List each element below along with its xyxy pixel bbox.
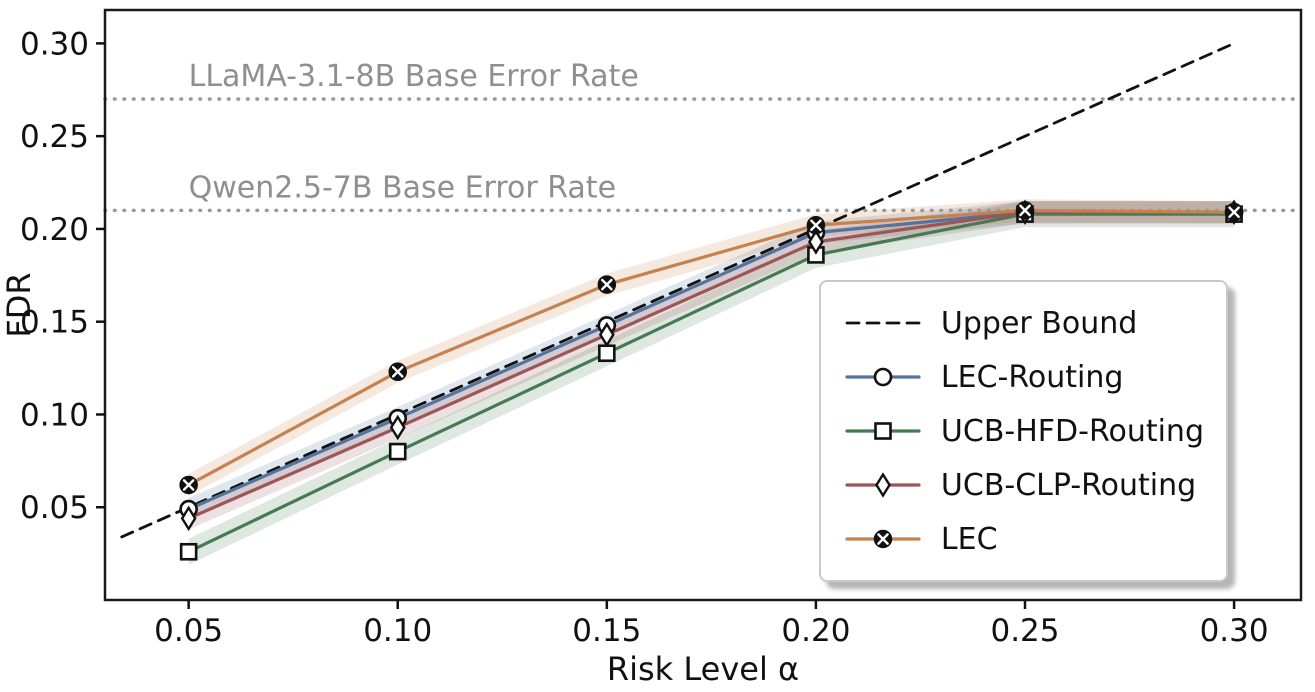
data-point-marker <box>388 442 407 461</box>
legend-entry-lec: LEC <box>843 512 1204 566</box>
base-error-rate-label: LLaMA-3.1-8B Base Error Rate <box>189 59 639 94</box>
y-tick-label: 0.15 <box>20 305 89 341</box>
y-tick-label: 0.05 <box>20 490 89 526</box>
series-line-ucb-hfd-routing <box>187 212 1236 554</box>
legend-sample-upper-bound <box>845 321 921 325</box>
legend-label-ucb-hfd-routing: UCB-HFD-Routing <box>940 413 1204 449</box>
legend-entry-ucb-hfd-routing: UCB-HFD-Routing <box>843 404 1204 458</box>
x-tick-label: 0.20 <box>781 613 850 649</box>
data-point-marker <box>598 344 616 363</box>
y-axis-label: FDR <box>0 272 38 337</box>
x-tick-label: 0.15 <box>572 613 641 649</box>
legend-label-lec: LEC <box>940 521 998 557</box>
legend-sample-ucb-hfd-routing <box>845 422 921 440</box>
legend: Upper Bound LEC-Routing UCB-HFD-Routing … <box>818 280 1228 582</box>
data-point-marker <box>389 414 406 441</box>
y-tick-label: 0.10 <box>20 397 89 433</box>
legend-label-ucb-clp-routing: UCB-CLP-Routing <box>940 467 1197 503</box>
data-point-marker <box>598 321 615 348</box>
legend-entry-ucb-clp-routing: UCB-CLP-Routing <box>843 458 1204 512</box>
legend-sample-lec-routing <box>845 367 921 387</box>
data-point-marker <box>1015 201 1035 220</box>
legend-sample-ucb-clp-routing <box>845 472 921 498</box>
x-tick-label: 0.05 <box>154 613 223 649</box>
confidence-band <box>188 199 1235 497</box>
y-tick-label: 0.20 <box>20 212 89 248</box>
x-axis-label: Risk Level α <box>607 650 799 688</box>
legend-sample-lec <box>845 529 921 549</box>
legend-label-upper-bound: Upper Bound <box>940 305 1138 341</box>
data-point-marker <box>388 362 407 382</box>
data-point-marker <box>597 275 617 294</box>
data-point-marker <box>179 475 198 495</box>
x-tick-label: 0.10 <box>363 613 432 649</box>
legend-entry-upper-bound: Upper Bound <box>843 296 1204 350</box>
x-tick-label: 0.30 <box>1200 613 1269 649</box>
series-line-lec <box>187 208 1236 487</box>
data-point-marker <box>1224 202 1244 222</box>
legend-label-lec-routing: LEC-Routing <box>940 359 1124 395</box>
plot-frame <box>103 8 1303 602</box>
data-point-marker <box>806 215 826 235</box>
data-point-marker <box>180 505 197 532</box>
y-tick-label: 0.30 <box>20 26 89 62</box>
x-tick-label: 0.25 <box>990 613 1059 649</box>
data-point-marker <box>807 229 824 255</box>
base-error-rate-label: Qwen2.5-7B Base Error Rate <box>189 170 616 205</box>
data-point-marker <box>179 542 198 561</box>
legend-entry-lec-routing: LEC-Routing <box>843 350 1204 404</box>
y-tick-label: 0.25 <box>20 119 89 155</box>
